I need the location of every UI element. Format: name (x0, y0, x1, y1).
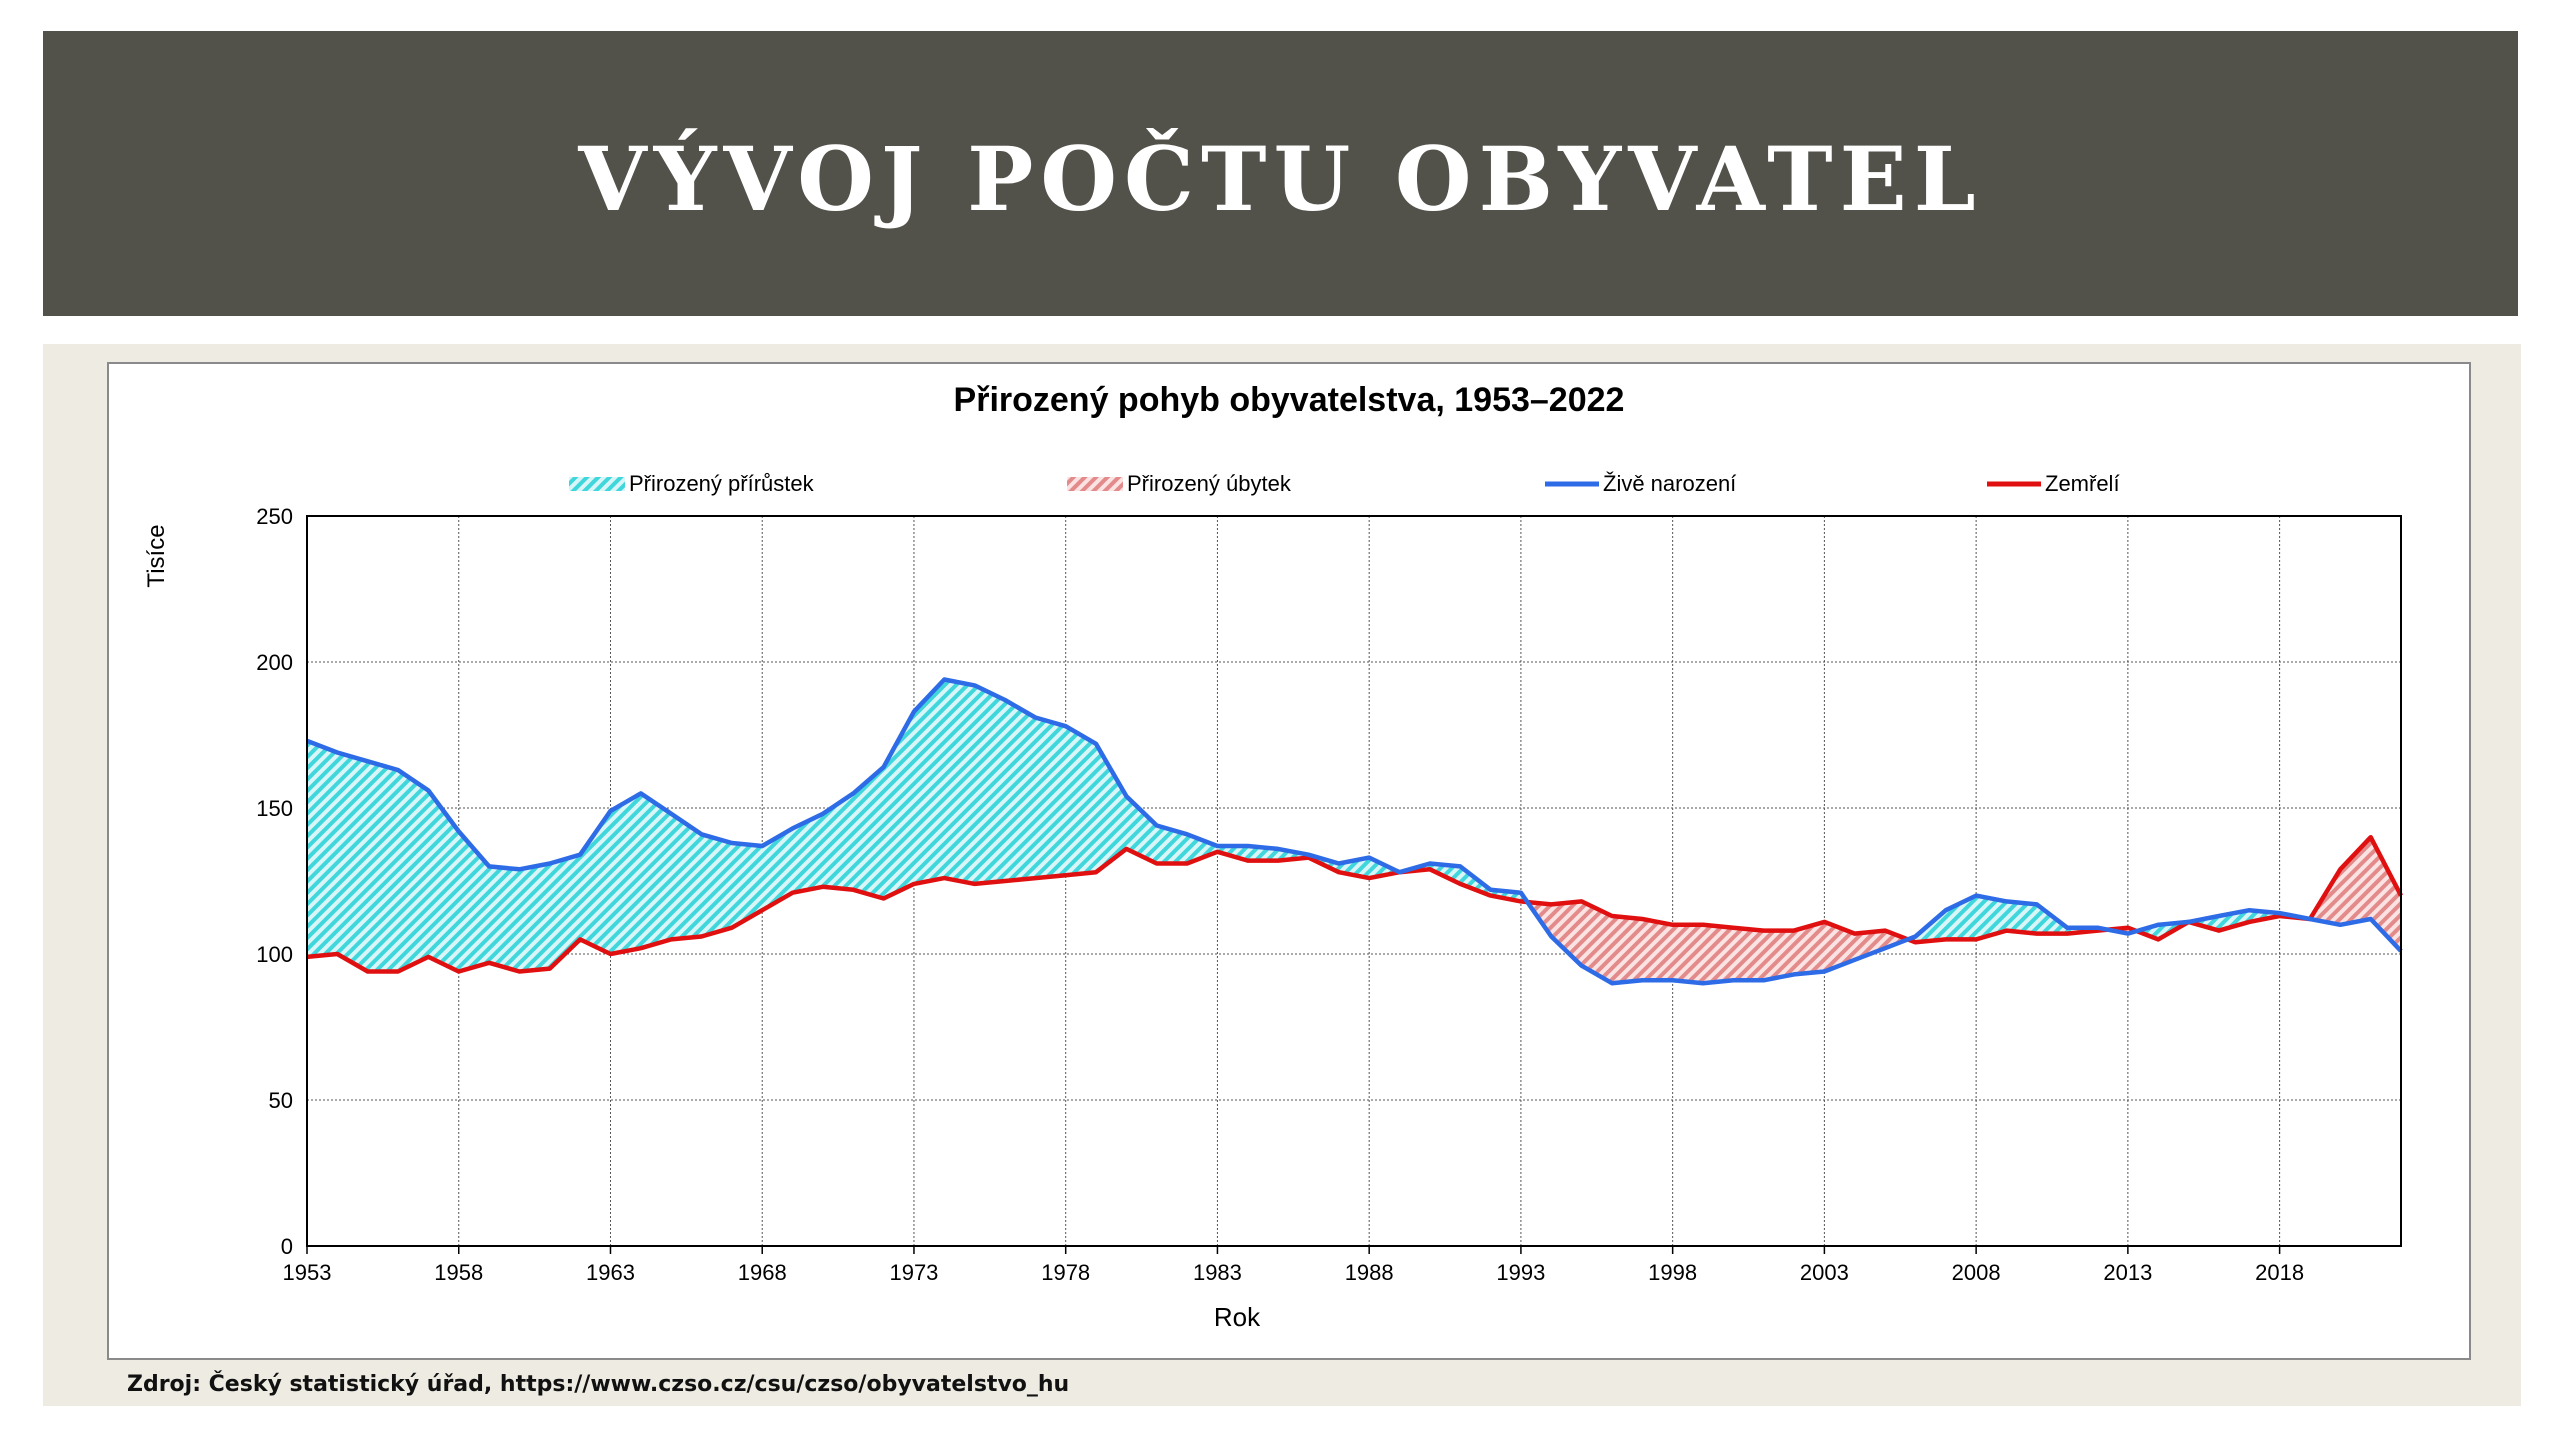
x-tick-label: 1978 (1041, 1260, 1090, 1285)
legend-swatch-increase (569, 477, 625, 491)
legend-label-deaths: Zemřelí (2045, 471, 2120, 496)
areas (307, 679, 2401, 984)
y-tick-label: 150 (256, 796, 293, 821)
content-area: Přirozený pohyb obyvatelstva, 1953–2022 … (43, 344, 2521, 1406)
x-tick-label: 1973 (889, 1260, 938, 1285)
legend-label-decrease: Přirozený úbytek (1127, 471, 1292, 496)
x-tick-label: 1988 (1345, 1260, 1394, 1285)
series-lines (306, 677, 2403, 986)
x-tick-label: 1963 (586, 1260, 635, 1285)
chart-title: Přirozený pohyb obyvatelstva, 1953–2022 (954, 381, 1625, 419)
y-axis-label: Tisíce (143, 524, 170, 587)
y-tick-label: 0 (281, 1234, 293, 1259)
legend-swatch-decrease (1067, 477, 1123, 491)
source-note: Zdroj: Český statistický úřad, https://w… (127, 1372, 1070, 1397)
series-line-deaths (306, 834, 2403, 974)
chart: Přirozený pohyb obyvatelstva, 1953–2022 … (143, 381, 2403, 1332)
x-axis-label: Rok (1214, 1302, 1261, 1332)
x-tick-label: 1953 (283, 1260, 332, 1285)
title-banner: VÝVOJ POČTU OBYVATEL (43, 31, 2518, 316)
chart-frame: Přirozený pohyb obyvatelstva, 1953–2022 … (107, 362, 2471, 1360)
x-tick-label: 2003 (1800, 1260, 1849, 1285)
x-tick-label: 1968 (738, 1260, 787, 1285)
x-tick-label: 2018 (2255, 1260, 2304, 1285)
x-tick-label: 1983 (1193, 1260, 1242, 1285)
legend-label-increase: Přirozený přírůstek (629, 471, 815, 496)
area-natural-increase (307, 679, 2401, 972)
y-tick-label: 50 (269, 1088, 293, 1113)
series-line-births (306, 677, 2403, 986)
y-tick-label: 250 (256, 504, 293, 529)
tick-labels: 0 50 100 150 200 250 1953 1958 1963 1968 1973 1978 1… (256, 504, 2304, 1285)
x-tick-label: 1958 (434, 1260, 483, 1285)
y-tick-label: 100 (256, 942, 293, 967)
x-tick-label: 1993 (1496, 1260, 1545, 1285)
plot-border (306, 515, 2402, 1247)
x-tick-label: 2008 (1952, 1260, 2001, 1285)
x-tick-label: 1998 (1648, 1260, 1697, 1285)
legend: Přirozený přírůstek Přirozený úbytek Živ… (569, 471, 2120, 496)
legend-label-births: Živě narození (1603, 471, 1736, 496)
x-tick-label: 2013 (2103, 1260, 2152, 1285)
slide-title: VÝVOJ POČTU OBYVATEL (578, 126, 1983, 231)
y-tick-label: 200 (256, 650, 293, 675)
